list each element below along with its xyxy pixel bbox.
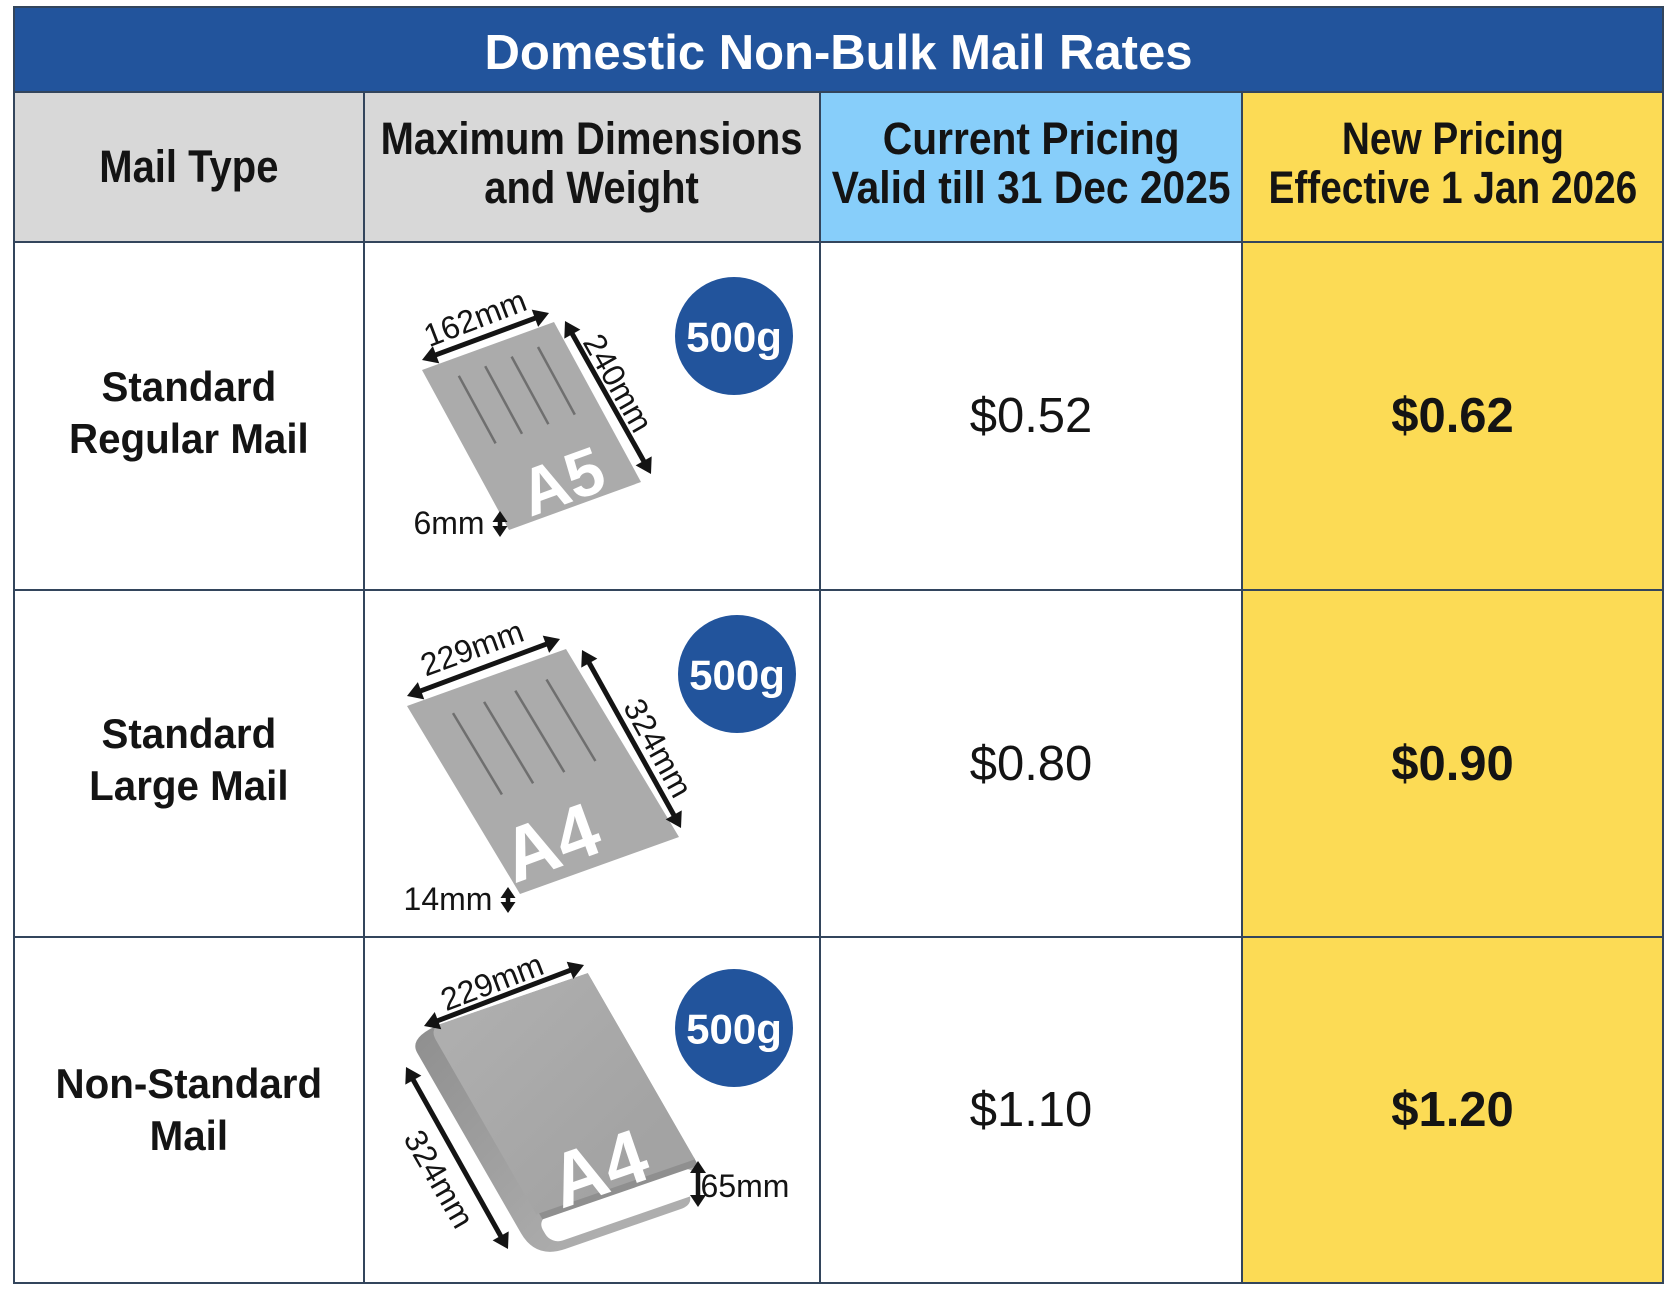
svg-text:65mm: 65mm bbox=[701, 1168, 790, 1204]
svg-text:500g: 500g bbox=[686, 1006, 782, 1053]
svg-text:500g: 500g bbox=[689, 652, 785, 699]
svg-text:6mm: 6mm bbox=[413, 505, 484, 541]
svg-text:14mm: 14mm bbox=[404, 881, 493, 917]
svg-text:500g: 500g bbox=[686, 314, 782, 361]
